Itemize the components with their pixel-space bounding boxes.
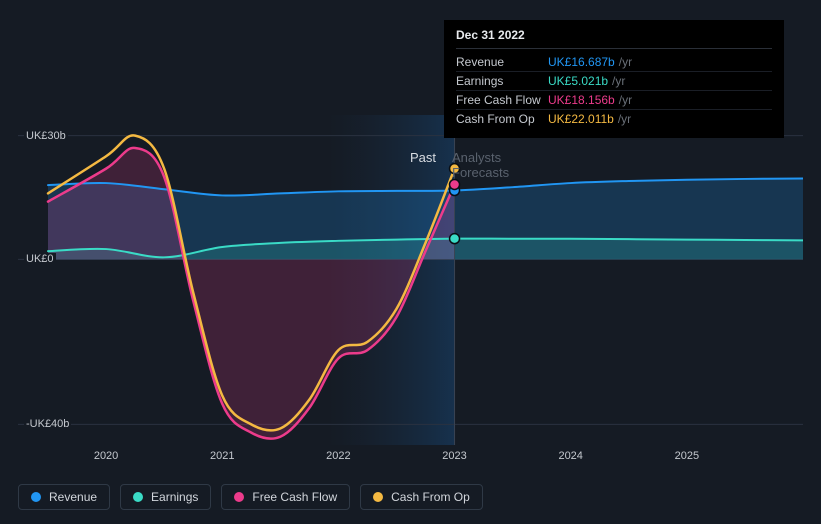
past-label: Past <box>410 150 436 165</box>
legend-swatch-icon <box>234 492 244 502</box>
tooltip-metric-unit: /yr <box>612 74 625 88</box>
tooltip-metric-label: Earnings <box>456 74 548 88</box>
y-axis-tick-label: UK£30b <box>24 130 68 142</box>
chart-tooltip: Dec 31 2022 RevenueUK£16.687b/yrEarnings… <box>444 20 784 138</box>
x-axis-tick-label: 2021 <box>210 450 234 462</box>
legend-label: Free Cash Flow <box>252 490 337 504</box>
y-axis-tick-label: -UK£40b <box>24 418 71 430</box>
legend-item-cfo[interactable]: Cash From Op <box>360 484 483 510</box>
legend-label: Earnings <box>151 490 198 504</box>
tooltip-metric-unit: /yr <box>619 93 632 107</box>
tooltip-row: Cash From OpUK£22.011b/yr <box>456 110 772 128</box>
tooltip-metric-label: Free Cash Flow <box>456 93 548 107</box>
tooltip-metric-unit: /yr <box>619 55 632 69</box>
tooltip-row: EarningsUK£5.021b/yr <box>456 72 772 91</box>
y-axis-tick-label: UK£0 <box>24 253 56 265</box>
tooltip-metric-label: Revenue <box>456 55 548 69</box>
tooltip-metric-value: UK£5.021b <box>548 74 608 88</box>
tooltip-title: Dec 31 2022 <box>456 28 772 49</box>
financial-chart: Dec 31 2022 RevenueUK£16.687b/yrEarnings… <box>18 0 803 524</box>
x-axis-tick-label: 2022 <box>326 450 350 462</box>
x-axis-tick-label: 2023 <box>442 450 466 462</box>
legend-swatch-icon <box>133 492 143 502</box>
tooltip-row: Free Cash FlowUK£18.156b/yr <box>456 91 772 110</box>
chart-legend: Revenue Earnings Free Cash Flow Cash From O… <box>18 484 483 510</box>
legend-item-revenue[interactable]: Revenue <box>18 484 110 510</box>
tooltip-row: RevenueUK£16.687b/yr <box>456 53 772 72</box>
legend-item-fcf[interactable]: Free Cash Flow <box>221 484 350 510</box>
legend-swatch-icon <box>31 492 41 502</box>
tooltip-metric-value: UK£18.156b <box>548 93 615 107</box>
future-label: Analysts Forecasts <box>452 150 509 180</box>
x-axis-tick-label: 2020 <box>94 450 118 462</box>
legend-item-earnings[interactable]: Earnings <box>120 484 211 510</box>
tooltip-metric-unit: /yr <box>618 112 631 126</box>
legend-label: Revenue <box>49 490 97 504</box>
legend-label: Cash From Op <box>391 490 470 504</box>
legend-swatch-icon <box>373 492 383 502</box>
x-axis: 2020 2021 2022 2023 2024 2025 <box>18 450 803 470</box>
x-axis-tick-label: 2025 <box>675 450 699 462</box>
tooltip-metric-value: UK£16.687b <box>548 55 615 69</box>
x-axis-tick-label: 2024 <box>558 450 582 462</box>
tooltip-metric-label: Cash From Op <box>456 112 548 126</box>
tooltip-metric-value: UK£22.011b <box>548 112 614 126</box>
